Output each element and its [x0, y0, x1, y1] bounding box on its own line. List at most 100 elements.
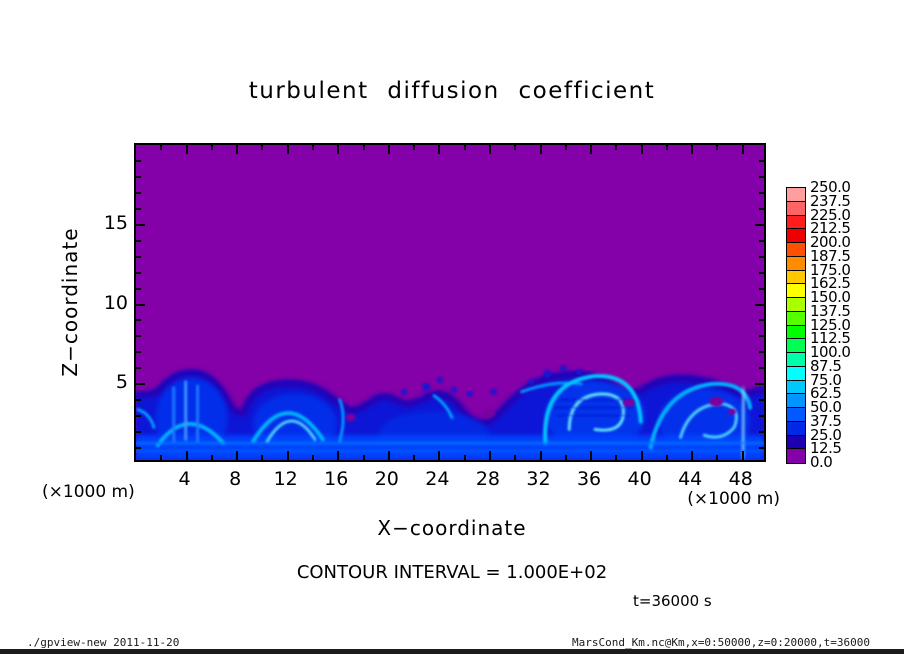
z-tick-label: 15 — [103, 211, 128, 234]
z-tick-right — [759, 255, 764, 258]
x-tick-bottom — [640, 451, 643, 460]
colorbar-label: 150.0 — [810, 288, 851, 306]
colorbar-label: 87.5 — [810, 356, 842, 375]
z-tick-right — [759, 271, 764, 274]
colorbar-label: 112.5 — [810, 329, 851, 348]
colorbar — [786, 187, 806, 464]
colorbar-label: 162.5 — [810, 274, 851, 293]
colorbar-label: 12.5 — [810, 439, 842, 458]
z-tick-right — [759, 191, 764, 194]
x-tick-label: 32 — [526, 468, 551, 490]
x-tick-top — [185, 145, 188, 154]
time-label: t=36000 s — [633, 592, 712, 610]
x-tick-bottom — [488, 451, 491, 460]
x-tick-label: 16 — [324, 468, 349, 490]
x-tick-label: 4 — [178, 468, 191, 490]
z-tick-right — [759, 447, 764, 450]
x-tick-label: 40 — [627, 468, 652, 490]
colorbar-label: 250.0 — [810, 178, 851, 196]
z-tick-left — [136, 255, 141, 258]
z-tick-left — [136, 351, 141, 354]
x-tick-label: 36 — [576, 468, 602, 490]
z-tick-right — [755, 383, 764, 386]
z-tick-right — [759, 399, 764, 402]
x-tick-top — [463, 145, 466, 150]
z-tick-right — [759, 239, 764, 242]
z-tick-right — [759, 351, 764, 354]
colorbar-label: 62.5 — [810, 384, 842, 403]
colorbar-label: 237.5 — [810, 191, 851, 210]
x-tick-bottom — [261, 455, 264, 460]
x-tick-bottom — [514, 455, 517, 460]
z-tick-right — [759, 367, 764, 370]
x-tick-bottom — [160, 455, 163, 460]
x-tick-top — [286, 145, 289, 154]
z-tick-left — [136, 415, 141, 418]
x-tick-label: 24 — [425, 468, 450, 490]
z-tick-right — [759, 415, 764, 418]
colorbar-label: 50.0 — [810, 398, 842, 416]
colorbar-label: 100.0 — [810, 343, 851, 361]
x-tick-bottom — [286, 451, 289, 460]
x-tick-bottom — [665, 455, 668, 460]
x-tick-bottom — [716, 455, 719, 460]
x-tick-bottom — [337, 451, 340, 460]
x-tick-bottom — [185, 451, 188, 460]
z-tick-left — [136, 383, 145, 386]
z-tick-label: 10 — [103, 291, 128, 314]
z-tick-left — [136, 447, 141, 450]
z-tick-left — [136, 303, 145, 306]
x-tick-bottom — [362, 455, 365, 460]
z-tick-left — [136, 335, 141, 338]
z-tick-right — [759, 431, 764, 434]
x-unit-note-left: (×1000 m) — [42, 482, 135, 502]
colorbar-cell — [786, 448, 806, 464]
z-tick-right — [759, 159, 764, 162]
x-tick-top — [312, 145, 314, 150]
contour-interval-note: CONTOUR INTERVAL = 1.000E+02 — [296, 562, 608, 583]
x-unit-note-right: (×1000 m) — [687, 489, 780, 509]
z-tick-left — [136, 159, 141, 162]
colorbar-label: 175.0 — [810, 260, 851, 279]
z-tick-left — [136, 271, 141, 274]
x-tick-top — [337, 145, 340, 154]
colorbar-label: 25.0 — [810, 425, 842, 444]
chart-title: turbulent diffusion coefficient — [248, 78, 656, 104]
x-tick-bottom — [691, 451, 694, 460]
z-tick-left — [136, 399, 141, 402]
z-axis-title: Z−coordinate — [58, 227, 82, 377]
colorbar-label: 37.5 — [810, 411, 842, 430]
z-tick-left — [136, 367, 141, 370]
heatmap-field — [136, 145, 764, 460]
x-tick-bottom — [210, 455, 213, 460]
z-tick-right — [759, 175, 764, 178]
colorbar-label: 75.0 — [810, 370, 842, 389]
x-tick-top — [261, 145, 264, 150]
x-tick-bottom — [564, 455, 567, 460]
z-tick-right — [755, 303, 764, 306]
blue-speckles — [401, 365, 583, 397]
x-tick-label: 20 — [374, 468, 399, 490]
x-tick-bottom — [615, 455, 618, 460]
colorbar-label: 212.5 — [810, 219, 851, 238]
z-tick-left — [136, 287, 141, 290]
x-tick-top — [615, 145, 618, 150]
x-tick-bottom — [590, 451, 592, 460]
x-tick-label: 44 — [678, 468, 703, 490]
z-tick-label: 5 — [115, 371, 128, 394]
colorbar-label: 137.5 — [810, 301, 851, 320]
z-tick-right — [759, 319, 764, 322]
z-tick-right — [755, 223, 764, 226]
x-tick-bottom — [413, 455, 416, 460]
footer-command: ./gpview-new 2011-11-20 — [27, 636, 180, 649]
x-tick-bottom — [463, 455, 466, 460]
x-tick-bottom — [387, 451, 390, 460]
x-tick-bottom — [539, 451, 542, 460]
x-tick-top — [236, 145, 239, 154]
z-tick-left — [136, 223, 145, 226]
x-tick-top — [413, 145, 416, 150]
x-tick-top — [564, 145, 567, 150]
x-tick-top — [362, 145, 365, 150]
colorbar-label: 225.0 — [810, 205, 851, 224]
x-tick-label: 12 — [273, 468, 298, 490]
